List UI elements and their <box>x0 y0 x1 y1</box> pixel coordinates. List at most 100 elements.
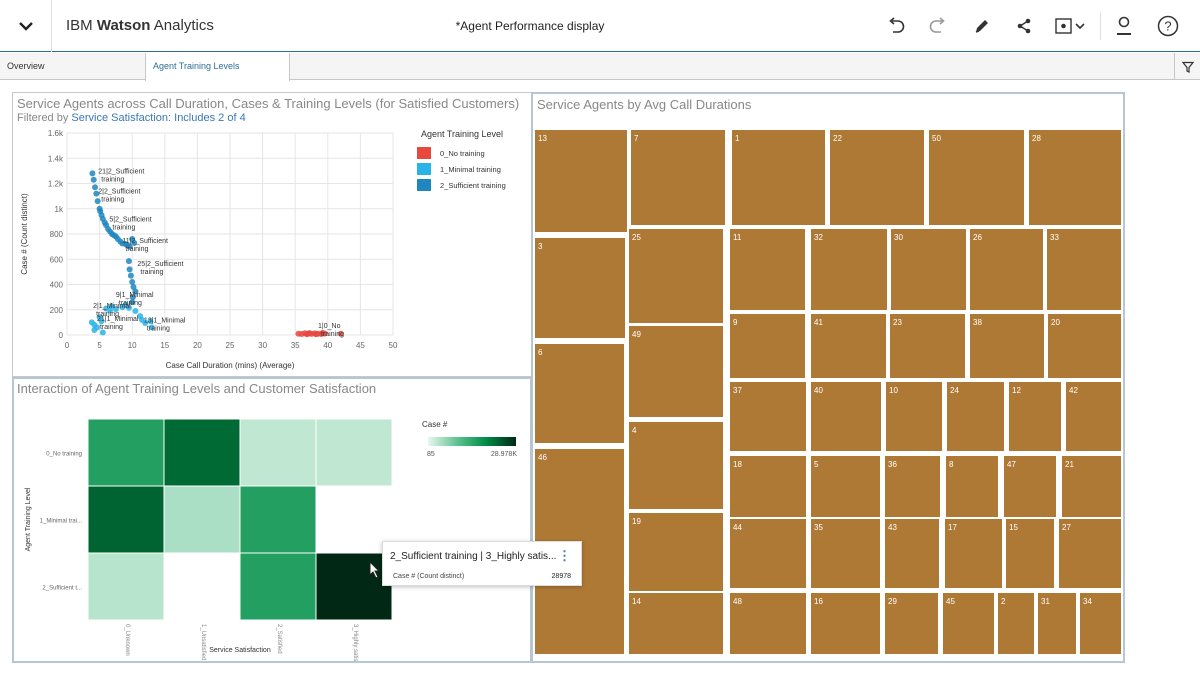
scatter-point <box>98 318 105 325</box>
undo-icon[interactable] <box>882 12 910 40</box>
treemap-cell <box>627 511 725 595</box>
scatter-panel[interactable]: Service Agents across Call Duration, Cas… <box>12 92 532 377</box>
scatter-point <box>313 331 320 338</box>
heatmap-cell <box>163 485 241 554</box>
redo-icon[interactable] <box>924 12 952 40</box>
view-dropdown-icon[interactable] <box>1054 12 1088 40</box>
treemap-cell <box>1060 454 1123 527</box>
treemap-cell <box>1045 227 1123 312</box>
treemap-panel[interactable]: Service Agents by Avg Call Durations 13 7… <box>531 92 1125 663</box>
mouse-cursor-icon <box>369 561 381 579</box>
help-icon[interactable]: ? <box>1154 12 1182 40</box>
tooltip-title: 2_Sufficient training | 3_Highly satis..… <box>390 551 557 562</box>
point-annotation: 2|1_Minimal training <box>93 303 131 318</box>
tab-agent-training-levels[interactable]: Agent Training Levels <box>145 53 290 81</box>
treemap-cell <box>1057 517 1123 590</box>
treemap-cell-label: 31 <box>1041 597 1050 606</box>
tab-bar: Overview Agent Training Levels <box>0 53 1200 81</box>
heatmap-title: Interaction of Agent Training Levels and… <box>17 381 377 396</box>
treemap-cell <box>968 312 1046 380</box>
heatmap-chart: 0_No training 1_Minimal trai... 2_Sufficie… <box>25 418 517 661</box>
heatmap-cell <box>87 552 165 621</box>
legend-label: 1_Minimal training <box>440 165 501 174</box>
legend-min-label: 85 <box>427 451 435 458</box>
treemap-cell-label: 26 <box>973 233 982 242</box>
point-annotation: 5|2_Sufficient training <box>109 216 151 231</box>
treemap-cell-label: 33 <box>1050 233 1059 242</box>
y-tick-label: 1.4k <box>48 154 64 163</box>
heatmap-cell <box>87 418 165 487</box>
treemap-cell <box>809 454 882 527</box>
treemap-cell-label: 1 <box>735 134 740 143</box>
treemap-cell-label: 5 <box>814 460 819 469</box>
y-axis-label: Case # (Count distinct) <box>20 193 29 275</box>
heatmap-cell <box>315 418 393 487</box>
treemap-cell-label: 12 <box>1012 386 1021 395</box>
filter-link[interactable]: Service Satisfaction: Includes 2 of 4 <box>71 112 246 124</box>
legend-max-label: 28.978K <box>491 451 517 458</box>
legend-label: 0_No training <box>440 149 485 158</box>
treemap-cell <box>1004 517 1056 590</box>
point-annotation: 2|2_Sufficient training <box>98 189 140 204</box>
treemap-cell-label: 50 <box>932 134 941 143</box>
y-category-label: 1_Minimal trai... <box>40 519 83 525</box>
treemap-cell-label: 7 <box>634 134 639 143</box>
x-tick-label: 30 <box>258 341 267 350</box>
treemap-cell-label: 22 <box>833 134 842 143</box>
treemap-cell-label: 9 <box>733 318 738 327</box>
x-category-label: 2_Satisfied <box>276 624 282 654</box>
heatmap-panel[interactable]: Interaction of Agent Training Levels and… <box>12 377 532 663</box>
treemap-cell <box>883 454 942 527</box>
treemap-cell-label: 21 <box>1065 460 1074 469</box>
scatter-point <box>148 324 155 331</box>
treemap-cell <box>627 324 725 419</box>
treemap-cell-label: 19 <box>632 517 641 526</box>
treemap-cell-label: 15 <box>1009 523 1018 532</box>
tab-overview[interactable]: Overview <box>0 53 146 80</box>
x-axis-label: Service Satisfaction <box>209 647 271 654</box>
treemap-cell-label: 25 <box>632 233 641 242</box>
y-axis-label: Agent Training Level <box>25 487 32 551</box>
treemap-cell <box>730 128 827 227</box>
treemap-cell <box>533 236 627 340</box>
heatmap-cell <box>163 418 241 487</box>
scatter-point <box>107 307 114 314</box>
treemap-cell <box>828 128 926 227</box>
more-options-icon[interactable]: ⋮ <box>558 548 571 563</box>
treemap-cell-label: 45 <box>946 597 955 606</box>
treemap-cell-label: 30 <box>894 233 903 242</box>
scatter-point <box>90 176 97 183</box>
x-tick-label: 0 <box>65 341 70 350</box>
user-icon[interactable] <box>1110 12 1138 40</box>
filter-icon[interactable] <box>1174 53 1200 80</box>
legend-bar <box>428 437 516 446</box>
scatter-point <box>127 272 134 279</box>
legend-swatch <box>417 163 431 175</box>
treemap-cell <box>1007 380 1063 453</box>
scatter-point <box>89 170 96 177</box>
scatter-point <box>319 329 326 336</box>
scatter-point <box>129 278 136 285</box>
treemap-cell <box>883 517 941 590</box>
toolbar-divider <box>1100 12 1101 40</box>
treemap-cell <box>809 227 889 312</box>
point-annotation: 21|2_Sufficient training <box>98 168 144 183</box>
y-category-label: 2_Sufficient t... <box>42 586 82 592</box>
treemap-cell <box>1046 312 1123 380</box>
scatter-point <box>92 184 99 191</box>
chevron-down-icon[interactable] <box>0 0 52 52</box>
edit-icon[interactable] <box>968 12 996 40</box>
app-brand: IBM Watson Analytics <box>66 17 214 34</box>
scatter-point <box>125 258 132 265</box>
legend-swatch <box>417 179 431 191</box>
heatmap-cell <box>239 552 317 621</box>
scatter-point <box>126 243 133 250</box>
share-icon[interactable] <box>1010 12 1038 40</box>
point-annotation: 11|2_Sufficient training <box>122 238 168 253</box>
treemap-cell <box>728 312 807 380</box>
point-annotation: 25|2_Sufficient training <box>137 261 183 276</box>
treemap-cell <box>533 128 629 234</box>
heatmap-tooltip: 2_Sufficient training | 3_Highly satis..… <box>382 541 582 586</box>
treemap-cell <box>883 591 940 656</box>
